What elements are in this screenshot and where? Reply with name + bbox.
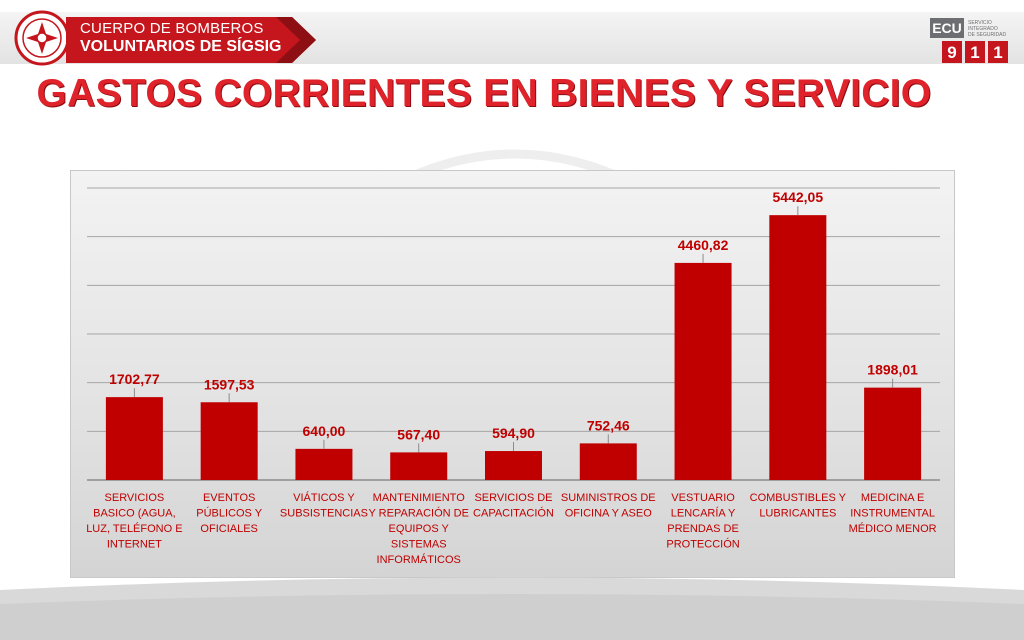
data-label: 594,90 [492, 425, 535, 441]
ecu-digit-1: 9 [947, 43, 956, 62]
brand-box [66, 17, 316, 63]
category-label-line: COMBUSTIBLES Y [750, 492, 847, 504]
ecu-digit-2: 1 [970, 43, 979, 62]
category-label-line: VESTUARIO [671, 492, 735, 504]
chart-area: 1702,77 SERVICIOS BASICO (AGUA, LUZ, TELÉFO… [70, 170, 955, 578]
category-label: SERVICIOS DE CAPACITACIÓN [473, 492, 554, 520]
category-label-line: LENCARÍA Y [671, 507, 736, 520]
category-label: MANTENIMIENTO Y REPARACIÓN DE EQUIPOS Y SIS… [368, 492, 468, 566]
category-label-line: CAPACITACIÓN [473, 507, 554, 520]
category-label: SUMINISTROS DE OFICINA Y ASEO [561, 492, 656, 520]
data-label: 567,40 [397, 426, 440, 442]
data-label: 5442,05 [773, 189, 824, 205]
category-label-line: PROTECCIÓN [666, 538, 739, 551]
category-label-line: MÉDICO MENOR [849, 522, 937, 535]
bar [485, 451, 542, 480]
ecu-caption-2: INTEGRADO [968, 26, 998, 32]
bar [200, 402, 258, 480]
page-title: GASTOS CORRIENTES EN BIENES Y SERVICIO [36, 72, 932, 115]
category-label: MEDICINA E INSTRUMENTAL MÉDICO MENOR [849, 492, 937, 535]
category-label-line: LUBRICANTES [759, 508, 836, 520]
category-label-line: BASICO (AGUA, [93, 508, 176, 520]
bar-chart: 1702,77 SERVICIOS BASICO (AGUA, LUZ, TELÉFO… [86, 187, 940, 566]
bar [579, 443, 637, 480]
bar [295, 448, 353, 480]
data-label: 4460,82 [678, 237, 729, 253]
category-label-line: EQUIPOS Y [389, 523, 450, 535]
ecu-caption-1: SERVICIO [968, 20, 992, 26]
fire-department-badge-icon [14, 10, 70, 66]
category-label-line: MANTENIMIENTO [373, 492, 466, 504]
ecu-logo-text: ECU [932, 20, 962, 36]
category-label-line: PÚBLICOS Y [196, 507, 262, 520]
category-label-line: SUBSISTENCIAS [280, 508, 368, 520]
bar [674, 262, 732, 480]
category-label: VESTUARIO LENCARÍA Y PRENDAS DE PROTECCIÓN [666, 492, 739, 551]
category-label-line: VIÁTICOS Y [293, 491, 355, 504]
category-label-line: INTERNET [107, 539, 162, 551]
category-label-line: Y REPARACIÓN DE [368, 507, 468, 520]
category-label-line: INFORMÁTICOS [377, 553, 461, 566]
bottom-swoosh [0, 577, 1024, 640]
category-label-line: OFICIALES [200, 523, 257, 535]
category-label-line: MEDICINA E [861, 492, 925, 504]
category-label-line: LUZ, TELÉFONO E [86, 522, 182, 535]
category-label-line: OFICINA Y ASEO [565, 508, 652, 520]
category-label: SERVICIOS BASICO (AGUA, LUZ, TELÉFONO E INT… [86, 492, 182, 551]
data-label: 1702,77 [109, 371, 160, 387]
ecu-911-logo: ECU SERVICIO INTEGRADO DE SEGURIDAD 9 1 … [930, 18, 1008, 63]
ecu-digit-3: 1 [993, 43, 1002, 62]
bar [864, 387, 922, 480]
category-label-line: SISTEMAS [391, 539, 447, 551]
category-label-line: INSTRUMENTAL [850, 508, 935, 520]
category-label-line: SUMINISTROS DE [561, 492, 656, 504]
data-label: 1597,53 [204, 376, 255, 392]
category-label-line: PRENDAS DE [667, 523, 739, 535]
data-label: 640,00 [303, 423, 346, 439]
data-label: 1898,01 [867, 362, 918, 378]
bar [105, 397, 163, 480]
data-label: 752,46 [587, 417, 630, 433]
category-label: COMBUSTIBLES Y LUBRICANTES [750, 492, 847, 520]
category-label-line: SERVICIOS [105, 492, 165, 504]
category-label-line: SERVICIOS DE [474, 492, 552, 504]
category-label: VIÁTICOS Y SUBSISTENCIAS [280, 491, 368, 520]
bar [390, 452, 448, 480]
brand-line-1: CUERPO DE BOMBEROS [80, 20, 264, 37]
category-label: EVENTOS PÚBLICOS Y OFICIALES [196, 492, 262, 535]
bar [769, 215, 827, 480]
category-label-line: EVENTOS [203, 492, 255, 504]
brand-line-2: VOLUNTARIOS DE SÍGSIG [80, 38, 282, 55]
ecu-caption-3: DE SEGURIDAD [968, 32, 1006, 38]
